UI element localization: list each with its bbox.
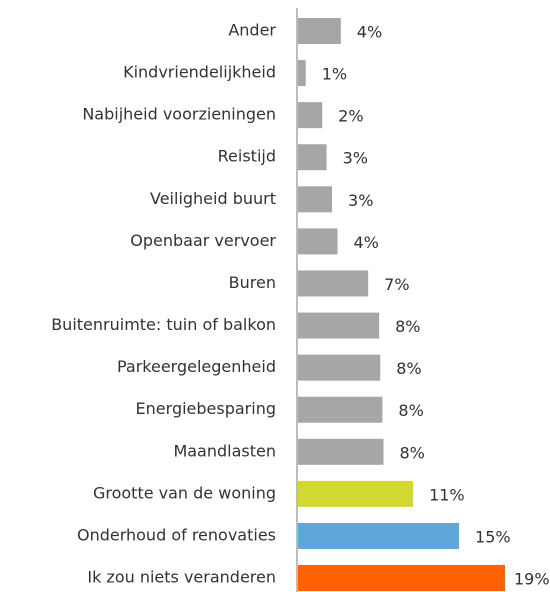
bar: [298, 312, 380, 339]
bar: [298, 60, 306, 87]
value-label: 8%: [395, 317, 420, 336]
bar: [298, 396, 383, 423]
category-label: Ander: [228, 21, 276, 40]
category-label: Reistijd: [218, 147, 276, 166]
value-label: 3%: [348, 191, 373, 210]
value-label: 3%: [343, 149, 368, 168]
value-label: 7%: [384, 275, 409, 294]
category-label: Maandlasten: [173, 441, 276, 460]
bar: [298, 438, 384, 465]
category-label: Openbaar vervoer: [130, 231, 276, 250]
bar: [298, 102, 323, 129]
bar: [298, 144, 327, 171]
bar: [298, 480, 414, 507]
category-label: Onderhoud of renovaties: [77, 525, 276, 544]
category-label: Grootte van de woning: [93, 483, 276, 502]
category-label: Buren: [229, 273, 276, 292]
value-label: 2%: [338, 107, 363, 126]
bar: [298, 18, 341, 44]
bar: [298, 565, 506, 592]
bar: [298, 186, 333, 213]
category-label: Veiligheid buurt: [150, 189, 276, 208]
value-label: 4%: [354, 233, 379, 252]
value-label: 19%: [514, 570, 550, 589]
category-label: Ik zou niets veranderen: [87, 568, 276, 587]
value-label: 1%: [322, 65, 347, 84]
value-label: 15%: [475, 527, 511, 546]
value-label: 8%: [396, 359, 421, 378]
category-label: Kindvriendelijkheid: [123, 63, 276, 82]
value-label: 8%: [400, 443, 425, 462]
value-label: 8%: [398, 401, 423, 420]
value-label: 4%: [357, 23, 382, 42]
value-label: 11%: [429, 485, 465, 504]
category-label: Nabijheid voorzieningen: [82, 105, 276, 124]
bar: [298, 354, 381, 381]
category-label: Buitenruimte: tuin of balkon: [51, 315, 276, 334]
category-label: Energiebesparing: [136, 399, 276, 418]
bar: [298, 228, 338, 255]
bar: [298, 270, 369, 297]
bar: [298, 522, 460, 549]
category-label: Parkeergelegenheid: [117, 357, 276, 376]
